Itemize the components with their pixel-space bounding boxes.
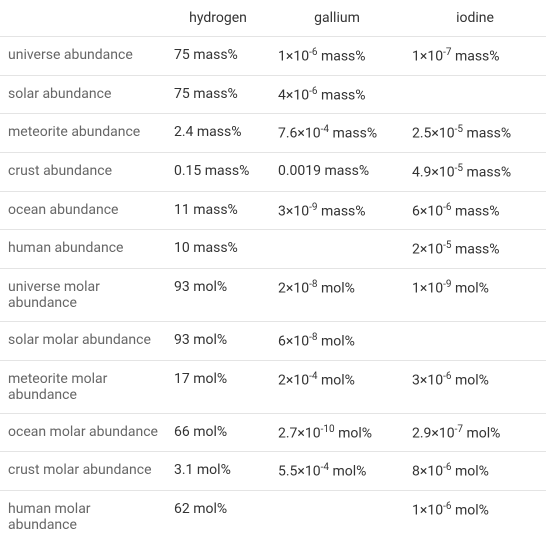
table-row: ocean abundance11 mass%3×10-9 mass%6×10-… [0, 191, 546, 230]
row-label: human abundance [0, 230, 166, 269]
table-row: universe abundance75 mass%1×10-6 mass%1×… [0, 37, 546, 76]
cell-hydrogen: 11 mass% [166, 191, 270, 230]
column-header-empty [0, 0, 166, 37]
column-header-hydrogen: hydrogen [166, 0, 270, 37]
cell-iodine: 2.5×10-5 mass% [404, 114, 546, 153]
cell-hydrogen: 75 mass% [166, 37, 270, 76]
table-row: solar molar abundance93 mol%6×10-8 mol% [0, 321, 546, 360]
cell-iodine: 1×10-7 mass% [404, 37, 546, 76]
cell-iodine: 2×10-5 mass% [404, 230, 546, 269]
cell-gallium: 7.6×10-4 mass% [270, 114, 404, 153]
cell-gallium: 0.0019 mass% [270, 152, 404, 191]
table-row: solar abundance75 mass%4×10-6 mass% [0, 75, 546, 114]
table-row: crust abundance0.15 mass%0.0019 mass%4.9… [0, 152, 546, 191]
cell-gallium: 2.7×10-10 mol% [270, 413, 404, 452]
cell-gallium [270, 230, 404, 269]
table-row: ocean molar abundance66 mol%2.7×10-10 mo… [0, 413, 546, 452]
cell-iodine: 2.9×10-7 mol% [404, 413, 546, 452]
table-row: crust molar abundance3.1 mol%5.5×10-4 mo… [0, 452, 546, 491]
cell-gallium: 5.5×10-4 mol% [270, 452, 404, 491]
cell-gallium: 1×10-6 mass% [270, 37, 404, 76]
cell-iodine: 3×10-6 mol% [404, 360, 546, 413]
cell-iodine: 1×10-6 mol% [404, 490, 546, 543]
cell-iodine: 1×10-9 mol% [404, 268, 546, 321]
cell-gallium [270, 490, 404, 543]
cell-hydrogen: 62 mol% [166, 490, 270, 543]
row-label: universe molar abundance [0, 268, 166, 321]
cell-hydrogen: 10 mass% [166, 230, 270, 269]
row-label: meteorite abundance [0, 114, 166, 153]
row-label: solar molar abundance [0, 321, 166, 360]
cell-iodine: 4.9×10-5 mass% [404, 152, 546, 191]
cell-hydrogen: 93 mol% [166, 321, 270, 360]
table-header-row: hydrogen gallium iodine [0, 0, 546, 37]
cell-hydrogen: 66 mol% [166, 413, 270, 452]
table-row: meteorite molar abundance17 mol%2×10-4 m… [0, 360, 546, 413]
cell-hydrogen: 2.4 mass% [166, 114, 270, 153]
row-label: meteorite molar abundance [0, 360, 166, 413]
cell-hydrogen: 3.1 mol% [166, 452, 270, 491]
cell-gallium: 4×10-6 mass% [270, 75, 404, 114]
cell-gallium: 3×10-9 mass% [270, 191, 404, 230]
cell-gallium: 6×10-8 mol% [270, 321, 404, 360]
cell-hydrogen: 93 mol% [166, 268, 270, 321]
row-label: ocean molar abundance [0, 413, 166, 452]
row-label: human molar abundance [0, 490, 166, 543]
cell-gallium: 2×10-4 mol% [270, 360, 404, 413]
cell-iodine: 8×10-6 mol% [404, 452, 546, 491]
row-label: universe abundance [0, 37, 166, 76]
row-label: solar abundance [0, 75, 166, 114]
cell-iodine [404, 75, 546, 114]
cell-hydrogen: 0.15 mass% [166, 152, 270, 191]
cell-gallium: 2×10-8 mol% [270, 268, 404, 321]
table-body: universe abundance75 mass%1×10-6 mass%1×… [0, 37, 546, 543]
cell-iodine: 6×10-6 mass% [404, 191, 546, 230]
table-row: human molar abundance62 mol% 1×10-6 mol% [0, 490, 546, 543]
table-row: meteorite abundance2.4 mass%7.6×10-4 mas… [0, 114, 546, 153]
abundance-table: hydrogen gallium iodine universe abundan… [0, 0, 546, 543]
cell-hydrogen: 17 mol% [166, 360, 270, 413]
cell-iodine [404, 321, 546, 360]
row-label: crust abundance [0, 152, 166, 191]
table-row: universe molar abundance93 mol%2×10-8 mo… [0, 268, 546, 321]
column-header-iodine: iodine [404, 0, 546, 37]
row-label: crust molar abundance [0, 452, 166, 491]
row-label: ocean abundance [0, 191, 166, 230]
cell-hydrogen: 75 mass% [166, 75, 270, 114]
table-row: human abundance10 mass% 2×10-5 mass% [0, 230, 546, 269]
column-header-gallium: gallium [270, 0, 404, 37]
